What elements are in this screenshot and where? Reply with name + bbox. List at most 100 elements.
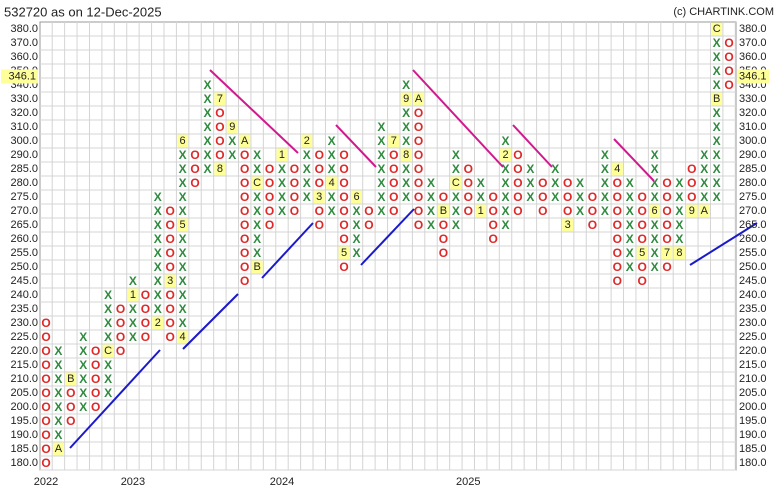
o-box: O xyxy=(91,344,100,358)
month-marker-box xyxy=(214,162,226,176)
x-box: X xyxy=(626,246,634,260)
o-box: O xyxy=(166,218,175,232)
support-line xyxy=(261,222,314,279)
month-marker-box xyxy=(251,260,263,274)
x-box: X xyxy=(427,218,435,232)
o-box: O xyxy=(339,218,348,232)
y-tick-label: 280.0 xyxy=(10,177,38,189)
o-box: O xyxy=(439,190,448,204)
x-box: X xyxy=(328,148,336,162)
o-box: O xyxy=(464,162,473,176)
x-box: X xyxy=(402,190,410,204)
x-box: X xyxy=(377,190,385,204)
x-box: X xyxy=(129,330,137,344)
o-box: O xyxy=(513,190,522,204)
x-box: X xyxy=(328,162,336,176)
x-box: X xyxy=(352,204,360,218)
x-box: X xyxy=(601,204,609,218)
month-marker-box xyxy=(239,134,251,148)
month-marker-box xyxy=(152,316,164,330)
x-box: X xyxy=(79,358,87,372)
y-tick-label: 190.0 xyxy=(10,429,38,441)
x-box: X xyxy=(79,386,87,400)
month-marker-box xyxy=(450,176,462,190)
o-box: O xyxy=(91,358,100,372)
x-box: X xyxy=(179,274,187,288)
o-box: O xyxy=(389,190,398,204)
month-marker: C xyxy=(253,177,261,189)
grid xyxy=(40,22,736,471)
resistance-line xyxy=(512,124,553,168)
x-box: X xyxy=(228,134,236,148)
x-box: X xyxy=(551,190,559,204)
o-box: O xyxy=(488,190,497,204)
y-tick-label: 380.0 xyxy=(10,23,38,35)
month-marker: 7 xyxy=(664,247,670,259)
x-box: X xyxy=(713,64,721,78)
x-box: X xyxy=(253,246,261,260)
resistance-line xyxy=(412,69,504,168)
x-box: X xyxy=(54,358,62,372)
month-marker-box xyxy=(313,190,325,204)
x-box: X xyxy=(551,176,559,190)
x-box: X xyxy=(352,246,360,260)
month-marker-box xyxy=(413,92,425,106)
x-box: X xyxy=(526,176,534,190)
o-box: O xyxy=(464,190,473,204)
o-box: O xyxy=(265,176,274,190)
month-marker-box xyxy=(475,204,487,218)
y-tick-label: 230.0 xyxy=(10,317,38,329)
o-box: O xyxy=(290,176,299,190)
x-box: X xyxy=(452,190,460,204)
chart-title: 532720 as on 12-Dec-2025 xyxy=(4,5,162,20)
x-box: X xyxy=(626,176,634,190)
o-box: O xyxy=(190,176,199,190)
x-box: X xyxy=(601,190,609,204)
y-tick-label: 270.0 xyxy=(10,205,38,217)
month-marker-box xyxy=(65,372,77,386)
x-box: X xyxy=(626,260,634,274)
y-tick-label: 250.0 xyxy=(10,261,38,273)
o-box: O xyxy=(687,176,696,190)
x-box: X xyxy=(154,204,162,218)
o-box: O xyxy=(724,36,733,50)
y-tick-label-right: 255.0 xyxy=(739,247,767,259)
x-box: X xyxy=(402,176,410,190)
o-box: O xyxy=(414,190,423,204)
x-box: X xyxy=(713,148,721,162)
y-tick-label-right: 280.0 xyxy=(739,177,767,189)
o-box: O xyxy=(141,316,150,330)
x-box: X xyxy=(54,372,62,386)
month-marker: B xyxy=(713,93,720,105)
o-box: O xyxy=(464,176,473,190)
y-tick-label-right: 225.0 xyxy=(739,331,767,343)
o-box: O xyxy=(41,372,50,386)
x-box: X xyxy=(129,302,137,316)
o-box: O xyxy=(563,204,572,218)
x-box: X xyxy=(179,260,187,274)
x-box: X xyxy=(601,148,609,162)
month-marker: 7 xyxy=(391,135,397,147)
o-box: O xyxy=(687,162,696,176)
o-box: O xyxy=(315,162,324,176)
y-tick-label-right: 210.0 xyxy=(739,373,767,385)
month-marker: 1 xyxy=(279,149,285,161)
o-box: O xyxy=(215,134,224,148)
x-box: X xyxy=(576,190,584,204)
o-box: O xyxy=(613,204,622,218)
month-marker-box xyxy=(400,92,412,106)
x-box: X xyxy=(278,204,286,218)
o-box: O xyxy=(315,218,324,232)
x-box: X xyxy=(526,162,534,176)
y-tick-label: 370.0 xyxy=(10,37,38,49)
x-box: X xyxy=(452,204,460,218)
x-box: X xyxy=(651,246,659,260)
month-marker: 6 xyxy=(652,205,658,217)
o-box: O xyxy=(414,204,423,218)
x-box: X xyxy=(129,274,137,288)
x-box: X xyxy=(54,344,62,358)
o-box: O xyxy=(538,190,547,204)
month-marker-box xyxy=(102,344,114,358)
o-box: O xyxy=(613,274,622,288)
month-marker: C xyxy=(452,177,460,189)
